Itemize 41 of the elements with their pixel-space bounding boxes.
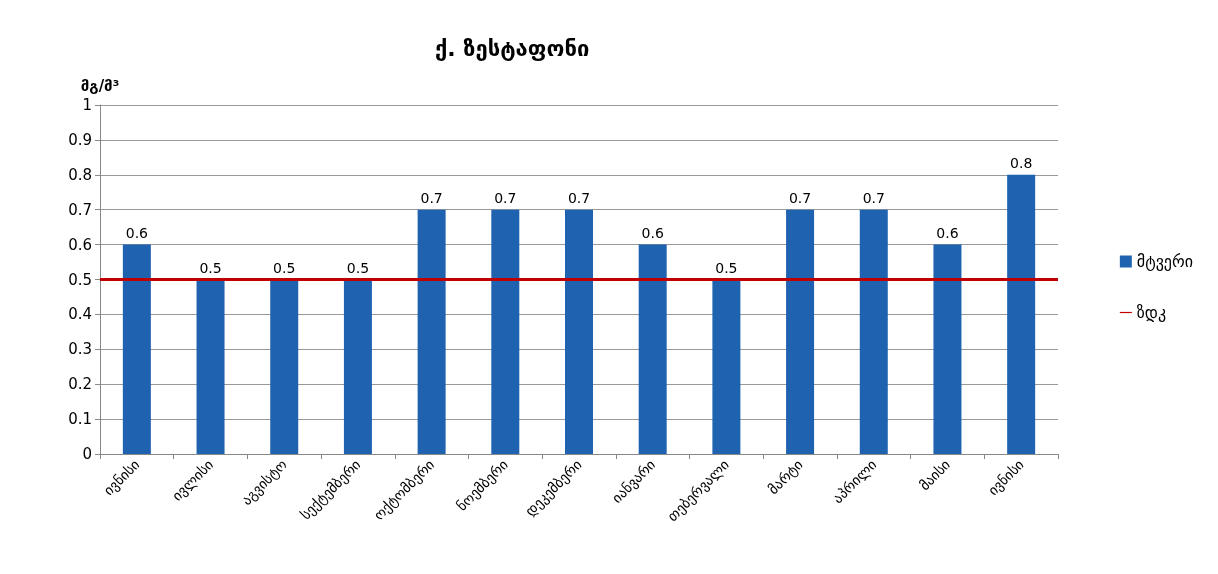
bar [343,279,372,454]
y-tick-label: 0.5 [68,270,92,289]
legend-label: ზდკ [1136,303,1167,322]
bar [786,209,815,454]
bar [122,244,151,454]
legend-label: მტვერი [1136,252,1193,271]
data-label: 0.5 [346,259,370,276]
y-tick-label: 1 [82,96,92,114]
bar [859,209,888,454]
data-label: 0.7 [494,189,517,206]
y-tick-label: 0.6 [68,235,92,254]
data-label: 0.5 [199,259,222,276]
bar [638,244,667,454]
data-label: 0.6 [125,224,149,241]
chart-title: ქ. ზესტაფონი [435,35,590,61]
bar [712,279,741,454]
data-label: 0.8 [1010,154,1033,171]
data-label: 0.7 [788,189,812,206]
bar [565,209,593,454]
y-tick-label: 0 [82,445,92,463]
data-label: 0.7 [862,189,885,206]
data-label: 0.6 [936,224,959,241]
bar [270,279,299,454]
data-label: 0.7 [567,189,591,206]
bar [933,244,962,454]
y-tick-label: 0.3 [68,340,92,359]
bar [491,209,520,454]
y-tick-label: 0.7 [68,200,92,219]
data-label: 0.5 [715,259,738,276]
y-tick-label: 0.1 [68,410,92,429]
y-tick-label: 0.4 [68,305,92,324]
data-label: 0.5 [273,259,296,276]
y-axis-title: მგ/მ³ [80,76,120,95]
y-tick-label: 0.2 [68,375,92,394]
bar [417,209,446,454]
data-label: 0.7 [420,189,443,206]
y-tick-label: 0.8 [68,165,92,184]
bar [196,279,225,454]
y-tick-label: 0.9 [68,130,92,149]
bar [1007,174,1036,454]
data-label: 0.6 [641,224,664,241]
